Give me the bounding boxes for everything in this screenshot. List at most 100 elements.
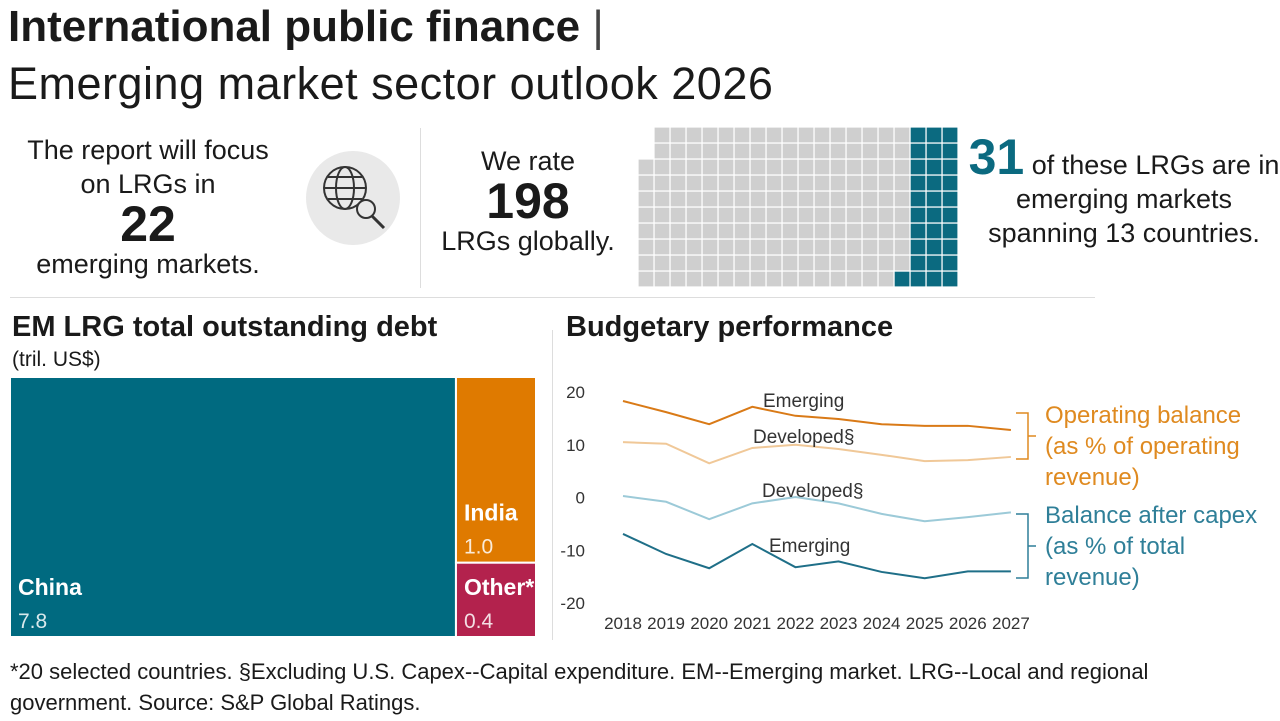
treemap: China 7.8 India 1.0 Other* 0.4 [9, 376, 537, 638]
highlighted-cell [909, 158, 927, 176]
highlighted-cell [909, 254, 927, 272]
cell [749, 126, 767, 144]
cell [861, 254, 879, 272]
cell [765, 206, 783, 224]
cell [637, 238, 655, 256]
cell [749, 270, 767, 287]
cell [701, 190, 719, 208]
emerging-number: 31 [968, 129, 1025, 185]
y-tick-label: 20 [566, 383, 585, 402]
series-label: Emerging [769, 536, 850, 557]
series-line [622, 441, 1011, 465]
cell [749, 158, 767, 176]
cell [813, 254, 831, 272]
cell [685, 206, 703, 224]
cell [845, 254, 863, 272]
group-bracket [1016, 513, 1036, 579]
cell [733, 222, 751, 240]
cell [749, 190, 767, 208]
cell [669, 190, 687, 208]
x-tick-label: 2021 [733, 614, 771, 633]
highlighted-cell [941, 126, 958, 144]
cell [829, 254, 847, 272]
divider [420, 128, 421, 288]
cell [685, 174, 703, 192]
cell [637, 206, 655, 224]
cell [893, 206, 911, 224]
cell [653, 126, 671, 144]
group-bracket [1016, 412, 1036, 460]
treemap-title: EM LRG total outstanding debt [12, 311, 438, 343]
cell [797, 222, 815, 240]
highlighted-cell [909, 190, 927, 208]
cell [813, 126, 831, 144]
cell [877, 238, 895, 256]
cell [733, 238, 751, 256]
cell [829, 222, 847, 240]
cell [893, 158, 911, 176]
cell [797, 206, 815, 224]
cell [685, 222, 703, 240]
subtitle: Emerging market sector outlook 2026 [8, 58, 774, 109]
cell [797, 158, 815, 176]
cell [797, 270, 815, 287]
cell [861, 206, 879, 224]
cell [653, 190, 671, 208]
cell [845, 270, 863, 287]
highlighted-cell [925, 222, 943, 240]
series-label: Developed§ [762, 481, 863, 502]
cell [637, 190, 655, 208]
cell [685, 126, 703, 144]
line-chart: 20 10 0 -10 -20 2018 2019 2020 2021 2022 2023 2024 2… [560, 383, 1036, 633]
cell [749, 254, 767, 272]
cell [669, 270, 687, 287]
cell [861, 126, 879, 144]
line-title: Budgetary performance [566, 311, 894, 343]
divider [552, 330, 553, 640]
cell-label: China [18, 574, 82, 600]
x-tick-label: 2023 [820, 614, 858, 633]
cell [877, 254, 895, 272]
cell [653, 222, 671, 240]
cell [765, 174, 783, 192]
cell [653, 254, 671, 272]
cell [701, 254, 719, 272]
cell [877, 222, 895, 240]
treemap-cell [454, 561, 537, 638]
cell [781, 222, 799, 240]
cell [797, 190, 815, 208]
highlighted-cell [909, 206, 927, 224]
cell [733, 142, 751, 160]
cell [653, 206, 671, 224]
cell [845, 174, 863, 192]
cell [813, 158, 831, 176]
cell [813, 190, 831, 208]
rate-block: We rate 198 LRGs globally. [425, 144, 631, 258]
cell [765, 238, 783, 256]
cell [797, 142, 815, 160]
cell [877, 142, 895, 160]
cell [877, 126, 895, 144]
cell [877, 174, 895, 192]
cell [669, 142, 687, 160]
cell [845, 142, 863, 160]
cell [893, 174, 911, 192]
cell [685, 238, 703, 256]
highlighted-cell [941, 206, 958, 224]
x-tick-label: 2018 [604, 614, 642, 633]
cell-label: India [464, 500, 518, 526]
cell [717, 174, 735, 192]
title-row: International public finance | [8, 2, 604, 52]
cell [653, 174, 671, 192]
cell [893, 254, 911, 272]
highlighted-cell [925, 190, 943, 208]
series-label: Developed§ [753, 427, 854, 448]
cell [781, 190, 799, 208]
cell [893, 142, 911, 160]
cell [829, 238, 847, 256]
cell [781, 270, 799, 287]
cell [861, 190, 879, 208]
cell [861, 238, 879, 256]
cell [893, 238, 911, 256]
